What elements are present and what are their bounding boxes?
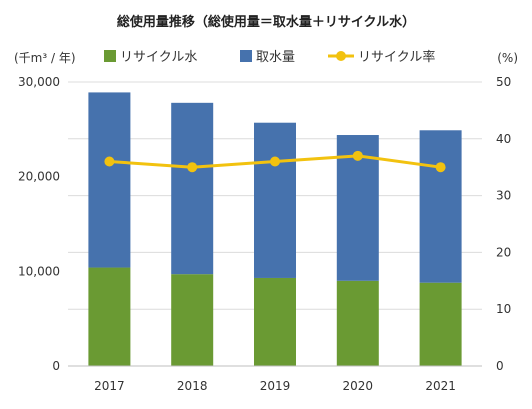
- bar: [254, 122, 296, 278]
- bar: [419, 130, 462, 283]
- x-tick-label: 2019: [260, 379, 291, 393]
- line-series-group: [104, 150, 446, 173]
- x-tick-label: 2020: [343, 379, 374, 393]
- bar: [171, 102, 214, 275]
- line-point: [435, 162, 446, 173]
- bars-group: [88, 92, 462, 366]
- y-left-tick-label: 20,000: [18, 170, 60, 184]
- bar: [336, 280, 379, 366]
- legend-label: 取水量: [256, 50, 295, 65]
- y-right-axis-label: (%): [497, 51, 518, 65]
- y-right-tick-label: 20: [496, 245, 511, 259]
- x-tick-label: 2017: [94, 379, 125, 393]
- x-tick-label: 2021: [425, 379, 456, 393]
- x-tick-label: 2018: [177, 379, 208, 393]
- y-left-tick-label: 30,000: [18, 75, 60, 89]
- y-right-tick-label: 30: [496, 189, 511, 203]
- bar: [254, 277, 296, 366]
- axes-group: 0 10,000 20,000 30,000 0 10 20 30 40 50 2017 2018 20…: [18, 75, 511, 393]
- line-point: [104, 156, 115, 167]
- legend-label: リサイクル水: [120, 50, 197, 65]
- y-left-tick-label: 0: [52, 359, 60, 373]
- legend: リサイクル水 取水量 リサイクル率: [104, 49, 435, 65]
- legend-swatch: [104, 50, 116, 62]
- bar: [88, 92, 131, 268]
- bar: [88, 267, 131, 366]
- chart-title: 総使用量推移（総使用量＝取水量＋リサイクル水）: [117, 14, 415, 30]
- legend-marker: [336, 51, 346, 61]
- line-point: [352, 150, 363, 161]
- y-left-tick-label: 10,000: [18, 264, 60, 278]
- bar: [171, 274, 214, 366]
- legend-swatch: [240, 50, 252, 62]
- y-left-axis-label: (千m³ / 年): [14, 51, 76, 65]
- y-right-tick-label: 40: [496, 132, 511, 146]
- line-point: [187, 162, 198, 173]
- y-right-tick-label: 10: [496, 302, 511, 316]
- legend-label: リサイクル率: [358, 49, 435, 65]
- line-point: [270, 156, 280, 167]
- bar: [419, 282, 462, 366]
- y-right-tick-label: 0: [496, 359, 504, 373]
- y-right-tick-label: 50: [496, 75, 511, 89]
